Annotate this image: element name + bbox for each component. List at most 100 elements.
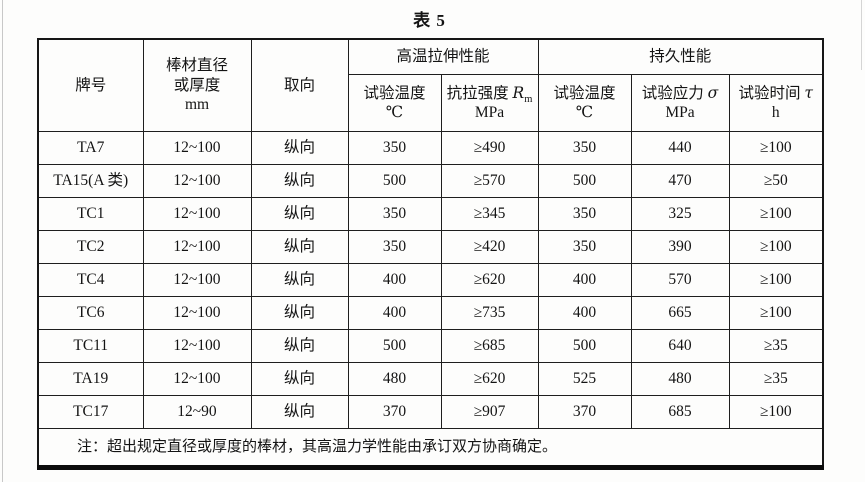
cell-grade: TC2 [37,230,144,264]
cell-grade: TA7 [37,131,144,165]
cell-endurance-temp: 500 [537,164,632,198]
table-row: TA19 12~100 纵向 480 ≥620 525 480 ≥35 [37,362,824,396]
tensile-strength-symbol: R [512,83,525,102]
scan-edge-artifact-left [2,0,3,482]
scan-edge-artifact-right [861,0,862,70]
table-row: TC6 12~100 纵向 400 ≥735 400 665 ≥100 [37,296,824,330]
cell-size: 12~100 [142,131,252,165]
table-header: 牌号 棒材直径 或厚度 mm 取向 高温拉伸性能 持久性能 试验温度 ℃ 抗拉强… [37,38,824,132]
tensile-strength-subscript: m [524,93,533,105]
size-label-unit: mm [184,96,210,114]
cell-grade: TC4 [37,263,144,297]
cell-tensile-temp: 350 [347,131,442,165]
cell-endurance-time: ≥100 [728,296,824,330]
cell-endurance-stress: 685 [630,395,730,429]
table-row: TC2 12~100 纵向 350 ≥420 350 390 ≥100 [37,230,824,264]
cell-endurance-temp: 525 [537,362,632,396]
cell-endurance-time: ≥35 [728,362,824,396]
table-note: 注：超出规定直径或厚度的棒材，其高温力学性能由承订双方协商确定。 [37,428,824,468]
cell-orientation: 纵向 [250,329,349,363]
cell-endurance-stress: 470 [630,164,730,198]
cell-tensile-strength: ≥685 [440,329,539,363]
time-label: 试验时间 [738,84,801,102]
tensile-temp-unit: ℃ [385,104,404,121]
cell-endurance-stress: 640 [630,329,730,363]
cell-orientation: 纵向 [250,263,349,297]
cell-endurance-time: ≥100 [728,395,824,429]
table-footer: 注：超出规定直径或厚度的棒材，其高温力学性能由承订双方协商确定。 [37,428,824,468]
col-header-time: 试验时间 τ h [728,74,824,132]
cell-size: 12~100 [142,197,252,231]
col-header-size: 棒材直径 或厚度 mm [142,38,252,132]
cell-endurance-temp: 400 [537,263,632,297]
cell-tensile-strength: ≥620 [440,362,539,396]
cell-orientation: 纵向 [250,362,349,396]
endurance-temp-label: 试验温度 [553,84,616,102]
tensile-temp-label: 试验温度 [363,84,426,102]
table-row: TA15(A 类) 12~100 纵向 500 ≥570 500 470 ≥50 [37,164,824,198]
cell-tensile-strength: ≥420 [440,230,539,264]
cell-tensile-strength: ≥345 [440,197,539,231]
tensile-strength-unit: MPa [474,104,505,121]
spec-table: 牌号 棒材直径 或厚度 mm 取向 高温拉伸性能 持久性能 试验温度 ℃ 抗拉强… [37,38,825,470]
cell-endurance-stress: 440 [630,131,730,165]
cell-size: 12~100 [142,164,252,198]
cell-endurance-temp: 350 [537,197,632,231]
cell-endurance-time: ≥35 [728,329,824,363]
col-header-tensile-temp: 试验温度 ℃ [347,74,442,132]
cell-endurance-stress: 570 [630,263,730,297]
cell-tensile-temp: 480 [347,362,442,396]
cell-grade: TC11 [37,329,144,363]
cell-endurance-stress: 480 [630,362,730,396]
table-body: TA7 12~100 纵向 350 ≥490 350 440 ≥100 TA15… [37,131,824,429]
cell-orientation: 纵向 [250,197,349,231]
table-row: TC1 12~100 纵向 350 ≥345 350 325 ≥100 [37,197,824,231]
note-row: 注：超出规定直径或厚度的棒材，其高温力学性能由承订双方协商确定。 [37,428,824,468]
cell-tensile-temp: 370 [347,395,442,429]
group-header-endurance: 持久性能 [537,38,824,75]
cell-endurance-temp: 350 [537,131,632,165]
stress-unit: MPa [665,104,695,121]
cell-endurance-stress: 390 [630,230,730,264]
col-header-stress: 试验应力 σ MPa [630,74,730,132]
cell-grade: TC17 [37,395,144,429]
table-row: TC4 12~100 纵向 400 ≥620 400 570 ≥100 [37,263,824,297]
cell-tensile-temp: 500 [347,329,442,363]
table-title: 表 5 [413,11,446,30]
cell-tensile-temp: 350 [347,197,442,231]
cell-endurance-time: ≥100 [728,131,824,165]
cell-tensile-temp: 350 [347,230,442,264]
table-row: TC11 12~100 纵向 500 ≥685 500 640 ≥35 [37,329,824,363]
cell-grade: TC1 [37,197,144,231]
cell-size: 12~100 [142,296,252,330]
size-label-line1: 棒材直径 [165,57,228,75]
cell-endurance-time: ≥100 [728,197,824,231]
cell-orientation: 纵向 [250,296,349,330]
cell-orientation: 纵向 [250,395,349,429]
cell-size: 12~100 [142,263,252,297]
tensile-strength-label: 抗拉强度 [446,84,509,102]
col-header-tensile-strength: 抗拉强度 Rm MPa [440,74,539,132]
cell-orientation: 纵向 [250,164,349,198]
size-label-line2: 或厚度 [173,76,221,94]
cell-orientation: 纵向 [250,230,349,264]
cell-tensile-strength: ≥620 [440,263,539,297]
header-row-subcolumns: 试验温度 ℃ 抗拉强度 Rm MPa 试验温度 ℃ 试验应力 σ MPa 试验时… [38,74,824,132]
stress-symbol: σ [707,83,719,102]
cell-size: 12~100 [142,362,252,396]
cell-grade: TA15(A 类) [37,164,144,198]
time-symbol: τ [804,83,813,102]
col-header-grade: 牌号 [37,38,144,132]
cell-tensile-temp: 400 [347,296,442,330]
cell-endurance-time: ≥50 [728,164,824,198]
cell-tensile-temp: 400 [347,263,442,297]
col-header-endurance-temp: 试验温度 ℃ [537,74,632,132]
cell-endurance-time: ≥100 [728,263,824,297]
cell-tensile-strength: ≥907 [440,395,539,429]
time-unit: h [771,104,780,121]
cell-tensile-strength: ≥570 [440,164,539,198]
cell-orientation: 纵向 [250,131,349,165]
table-row: TC17 12~90 纵向 370 ≥907 370 685 ≥100 [37,395,824,429]
cell-endurance-time: ≥100 [728,230,824,264]
cell-size: 12~90 [142,395,252,429]
